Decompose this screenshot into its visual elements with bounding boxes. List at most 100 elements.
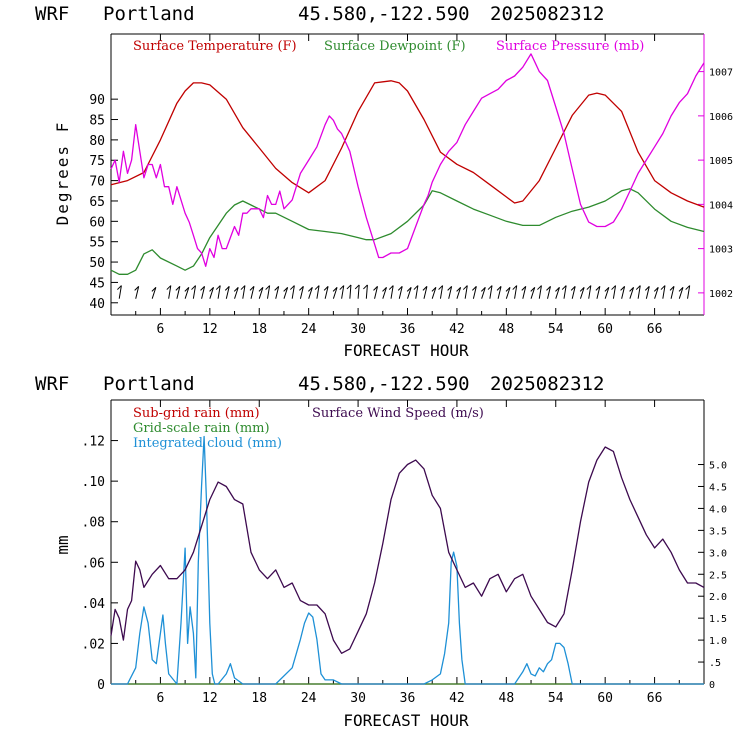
wind-barb-staff bbox=[225, 286, 230, 299]
wind-barb-flag bbox=[635, 285, 641, 290]
wind-barb-staff bbox=[472, 286, 477, 299]
wind-barb-flag bbox=[620, 285, 625, 291]
wind-barb-flag bbox=[604, 287, 610, 292]
wind-barb-staff bbox=[423, 286, 428, 299]
y-tick-label: .10 bbox=[82, 475, 105, 490]
y-tick-label: 45 bbox=[89, 276, 105, 291]
wind-barb-flag bbox=[496, 285, 502, 291]
chart-2-header: WRF Portland 45.580,-122.590 2025082312 bbox=[35, 373, 604, 395]
wind-barb-staff bbox=[374, 286, 378, 299]
wind-barb-staff bbox=[192, 285, 197, 299]
wind-barb-staff bbox=[291, 285, 295, 299]
wind-barb-flag bbox=[249, 285, 255, 291]
wind-barb-staff bbox=[530, 287, 536, 299]
y2-tick-label: 2.5 bbox=[709, 570, 727, 581]
wind-barb-staff bbox=[522, 286, 527, 299]
wind-barb-staff bbox=[571, 286, 576, 299]
y-tick-label: 65 bbox=[89, 195, 105, 210]
wind-barb-flag bbox=[382, 287, 387, 292]
x-tick-label: 36 bbox=[400, 691, 416, 706]
wind-barb-flag bbox=[660, 285, 666, 290]
wind-barb-flag bbox=[283, 287, 289, 292]
y-tick-label: .08 bbox=[82, 516, 105, 531]
wind-barb-staff bbox=[332, 287, 338, 299]
wind-barb-flag bbox=[346, 284, 352, 290]
chart-1-header-location: Portland bbox=[103, 3, 195, 25]
wind-barb-staff bbox=[118, 285, 122, 299]
wind-barb-flag bbox=[653, 287, 659, 292]
wind-barb-staff bbox=[448, 286, 453, 299]
wind-barb-flag bbox=[546, 285, 551, 291]
y2-tick-label: 3.0 bbox=[709, 548, 727, 559]
wind-barb-staff bbox=[687, 285, 691, 299]
wind-barb-flag bbox=[134, 285, 140, 291]
wind-barb-staff bbox=[234, 287, 239, 299]
chart-1-series bbox=[110, 53, 705, 275]
wind-barb-staff bbox=[324, 286, 329, 299]
wind-barb-staff bbox=[678, 287, 684, 299]
wind-barb-flag bbox=[339, 285, 345, 290]
wind-barb-flag bbox=[555, 287, 560, 292]
wind-barb-flag bbox=[209, 287, 214, 292]
wind-barb-staff bbox=[579, 287, 585, 299]
wind-barb-flag bbox=[422, 285, 428, 291]
y-tick-label: .06 bbox=[82, 556, 105, 571]
wind-barb-staff bbox=[415, 285, 419, 299]
wind-barb-flag bbox=[184, 287, 190, 292]
wind-barb-staff bbox=[407, 287, 412, 299]
wind-barb-flag bbox=[117, 285, 122, 290]
y-tick-label: 75 bbox=[89, 154, 105, 169]
wind-barb-flag bbox=[299, 285, 304, 291]
x-tick-label: 18 bbox=[251, 691, 267, 706]
legend-surface-dewpoint: Surface Dewpoint (F) bbox=[324, 39, 466, 54]
wind-barb-flag bbox=[438, 285, 443, 290]
wind-barb-flag bbox=[537, 285, 542, 290]
chart-2-x-axis-title: FORECAST HOUR bbox=[343, 711, 469, 730]
legend-gridscale-rain: Grid-scale rain (mm) bbox=[133, 421, 270, 436]
chart-1-wind-barbs bbox=[117, 284, 691, 299]
wind-barb-staff bbox=[464, 285, 468, 299]
wind-barb-staff bbox=[538, 285, 542, 299]
chart-1-header-model: WRF bbox=[35, 3, 69, 25]
y-tick-label: 85 bbox=[89, 114, 105, 129]
x-tick-label: 30 bbox=[350, 322, 366, 337]
wind-barb-staff bbox=[612, 285, 617, 299]
wind-barb-flag bbox=[570, 285, 576, 291]
wind-barb-flag bbox=[224, 285, 230, 291]
y2-tick-label: 1004 bbox=[709, 200, 733, 211]
wind-barb-flag bbox=[629, 287, 634, 292]
wind-barb-staff bbox=[588, 285, 592, 299]
y-tick-label: .04 bbox=[82, 597, 106, 612]
x-tick-label: 18 bbox=[251, 322, 267, 337]
y2-tick-label: 3.5 bbox=[709, 526, 727, 537]
wind-barb-flag bbox=[685, 285, 691, 290]
wind-barb-staff bbox=[209, 287, 215, 299]
wind-barb-flag bbox=[611, 285, 616, 290]
series-line-surface-temperature-f bbox=[110, 80, 705, 208]
chart-2-header-model: WRF bbox=[35, 373, 69, 395]
x-tick-label: 12 bbox=[202, 322, 218, 337]
wind-barb-staff bbox=[341, 285, 345, 299]
wind-barb-flag bbox=[505, 287, 511, 292]
wind-barb-staff bbox=[670, 286, 675, 299]
wind-barb-flag bbox=[471, 285, 477, 291]
y2-tick-label: 1007 bbox=[709, 68, 733, 79]
wind-barb-staff bbox=[637, 285, 641, 299]
wind-barb-flag bbox=[487, 285, 493, 290]
wind-barb-staff bbox=[365, 284, 368, 299]
wind-barb-staff bbox=[489, 285, 493, 299]
series-line-surface-pressure-mb bbox=[110, 53, 705, 267]
chart-2-header-run: 2025082312 bbox=[490, 373, 604, 395]
y2-tick-label: 2.0 bbox=[709, 592, 727, 603]
wind-barb-staff bbox=[308, 287, 313, 299]
y-tick-label: 70 bbox=[89, 175, 105, 190]
wind-barb-flag bbox=[354, 284, 360, 290]
wind-barb-staff bbox=[283, 287, 289, 299]
x-tick-label: 48 bbox=[499, 322, 515, 337]
wind-barb-flag bbox=[669, 285, 675, 291]
x-tick-label: 42 bbox=[449, 322, 465, 337]
legend-surface-temperature: Surface Temperature (F) bbox=[133, 39, 297, 54]
x-tick-label: 60 bbox=[597, 322, 613, 337]
y-tick-label: 0 bbox=[97, 678, 105, 693]
